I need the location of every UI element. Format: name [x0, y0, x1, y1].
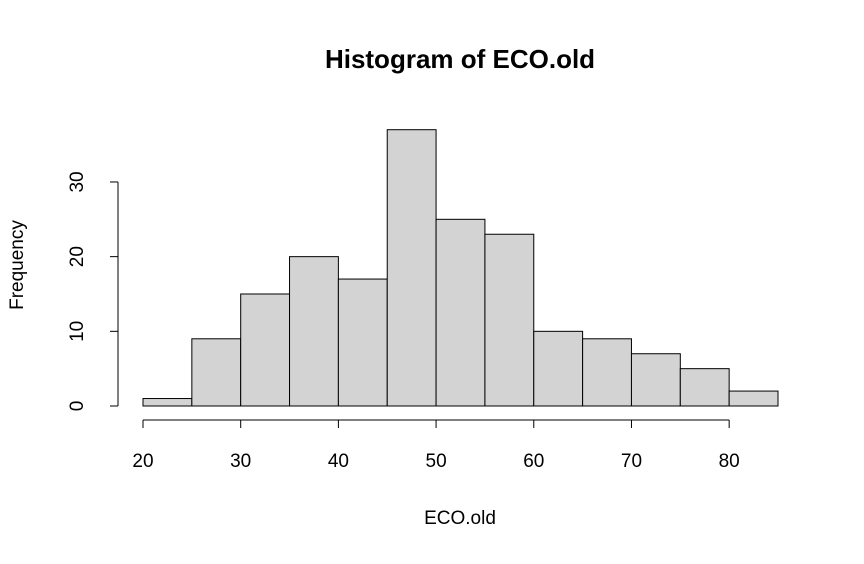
x-tick-label: 50 — [426, 451, 447, 472]
bar — [191, 338, 242, 407]
y-tick-label: 20 — [67, 246, 88, 267]
bar — [435, 218, 486, 407]
y-tick-label: 10 — [67, 321, 88, 342]
x-tick-label: 80 — [719, 451, 740, 472]
chart-title: Histogram of ECO.old — [325, 44, 595, 74]
x-tick-label: 70 — [621, 451, 642, 472]
x-tick-label: 40 — [328, 451, 349, 472]
bar — [386, 129, 437, 407]
x-tick-label: 30 — [230, 451, 251, 472]
bar — [533, 330, 584, 407]
bar — [142, 398, 193, 407]
bar — [337, 278, 388, 407]
bar — [240, 293, 291, 407]
x-axis-label: ECO.old — [424, 508, 496, 529]
y-axis-label: Frequency — [7, 220, 28, 310]
bar — [630, 353, 681, 407]
bar — [582, 338, 632, 407]
bar — [484, 233, 535, 407]
x-tick-label: 60 — [523, 451, 544, 472]
bar — [679, 368, 730, 407]
y-tick-label: 0 — [67, 401, 88, 412]
y-tick-label: 30 — [67, 171, 88, 192]
bar — [289, 256, 339, 407]
x-tick-label: 20 — [132, 451, 153, 472]
bar — [728, 390, 779, 407]
